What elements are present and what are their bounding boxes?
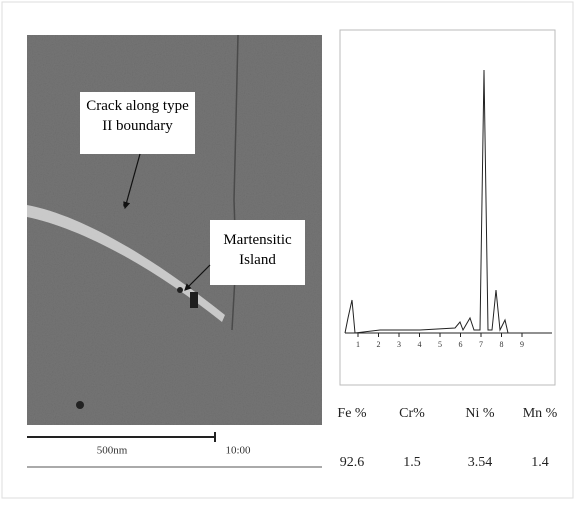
x-tick-label: 1 [356,340,360,349]
x-tick-label: 4 [418,340,422,349]
x-tick-label: 2 [377,340,381,349]
x-tick-label: 8 [500,340,504,349]
table-header: Fe % [337,406,367,421]
x-tick-label: 7 [479,340,483,349]
table-header: Ni % [465,406,495,421]
scale-label: 500nm [97,445,128,457]
spectrum-panel [340,30,555,385]
spectrum: 1 2 3 4 5 6 7 8 9 [340,30,555,385]
table-cell: 1.4 [531,455,549,470]
x-tick-label: 6 [459,340,463,349]
annotation-text: Martensitic Island [212,230,303,270]
table-cell: 1.5 [403,455,421,470]
table-header: Mn % [523,406,558,421]
annotation-text: Crack along type II boundary [82,96,193,136]
annotation: Crack along type II boundary [82,96,193,152]
table-cell: 3.54 [468,455,493,470]
annotation: Martensitic Island [212,230,303,280]
x-tick-label: 3 [397,340,401,349]
x-tick-label: 5 [438,340,442,349]
table-cell: 92.6 [340,455,365,470]
table-header: Cr% [399,406,425,421]
scale-side-label: 10:00 [225,445,251,457]
figure: Crack along type II boundary Martensitic… [0,0,575,500]
x-tick-label: 9 [520,340,524,349]
